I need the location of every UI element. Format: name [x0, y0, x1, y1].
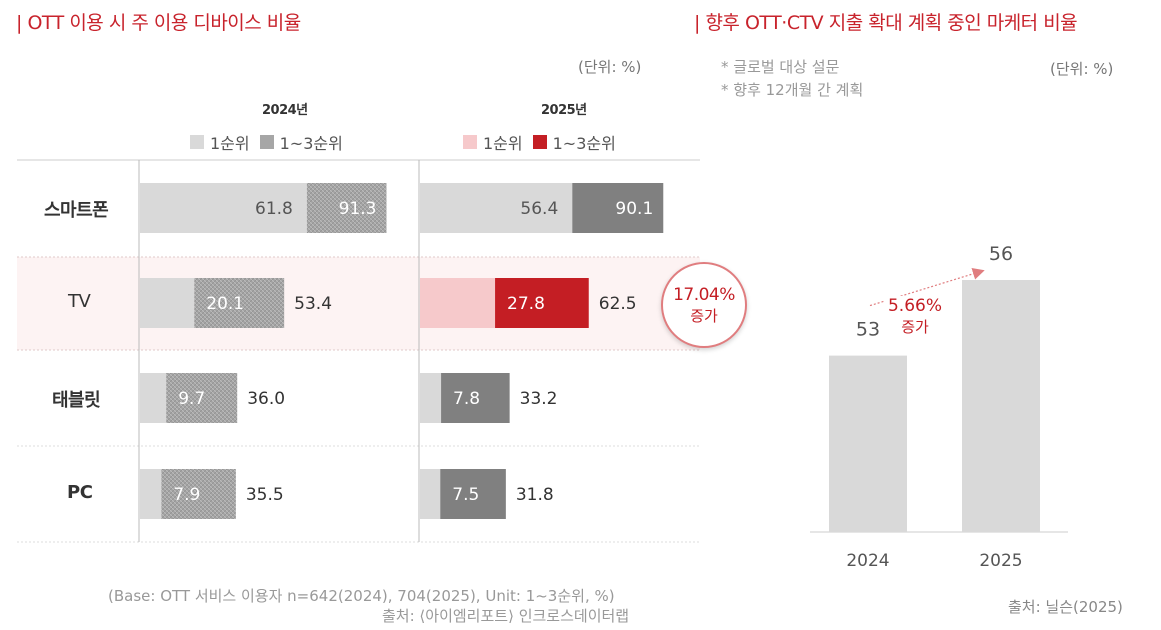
bar-2024년-rank1-스마트폰	[140, 183, 307, 233]
data-label-rank13: 36.0	[247, 389, 285, 409]
category-label-tv: TV	[68, 291, 91, 312]
left-unit-label: (단위: %)	[578, 58, 642, 76]
category-label-smartphone: 스마트폰	[44, 200, 109, 221]
legend-swatch-2025-rank13	[532, 135, 547, 149]
data-label-rank13: 91.3	[339, 199, 377, 219]
bar-2024년-rank1-PC	[140, 469, 162, 519]
legend-swatch-2024-rank1	[190, 135, 204, 149]
right-bar-chart: 53 2024 56 2025	[810, 243, 1068, 571]
bar-2025년-rank13-PC	[440, 469, 506, 519]
data-label-rank1: 7.5	[452, 485, 479, 505]
bar-2024년-rank13-PC	[161, 469, 236, 519]
growth-annotation: 5.66% 증가	[885, 296, 945, 337]
growth-arrow	[869, 268, 985, 307]
bar-2024년-rank1-태블릿	[140, 373, 167, 423]
left-source: 출처: ⟨아이엠리포트⟩ 인크로스데이터랩	[382, 607, 630, 625]
left-bar-chart: 61.8 91.3 20.1 53.4 9.7 36.0 7.9 35.5 56.4 90.1 27…	[17, 159, 700, 543]
note-global-survey: * 글로벌 대상 설문	[721, 58, 840, 76]
legend-label-2025-rank13: 1~3순위	[552, 134, 616, 153]
bar-2024년-rank13-태블릿	[166, 373, 238, 423]
bar-2024년-rank13-스마트폰	[306, 183, 387, 233]
data-label-rank13: 53.4	[294, 294, 332, 314]
increase-callout: 17.04% 증가	[661, 262, 747, 348]
base-note: (Base: OTT 서비스 이용자 n=642(2024), 704(2025…	[108, 587, 615, 605]
category-label-pc: PC	[67, 482, 93, 503]
data-label-rank13: 33.2	[520, 389, 558, 409]
legend-swatch-2024-rank13	[259, 135, 274, 149]
data-label-rank1: 9.7	[178, 389, 205, 409]
data-label-rank1: 56.4	[520, 199, 558, 219]
bar-2025년-rank13-스마트폰	[572, 183, 664, 233]
bar-2024	[829, 355, 907, 532]
legend-swatch-2025-rank1	[463, 135, 477, 149]
data-label-rank13: 35.5	[246, 485, 284, 505]
legend-label-2024-rank13: 1~3순위	[279, 134, 343, 153]
bar-2025년-rank1-TV	[420, 278, 496, 328]
callout-value: 17.04%	[673, 284, 735, 305]
growth-text: 증가	[901, 318, 929, 336]
bar-2024년-rank1-TV	[140, 278, 195, 328]
legend-label-2025-rank1: 1순위	[483, 134, 523, 153]
data-label-rank1: 20.1	[206, 294, 244, 314]
data-label-rank13: 31.8	[516, 485, 554, 505]
legend-label-2024-rank1: 1순위	[210, 134, 250, 153]
value-label-2025: 56	[989, 243, 1013, 265]
year-2024-header: 2024년	[262, 103, 308, 118]
bar-2025	[962, 280, 1040, 532]
right-bars-group: 53 2024 56 2025	[829, 243, 1040, 571]
bar-2025년-rank1-PC	[420, 469, 441, 519]
bar-2025년-rank13-TV	[495, 278, 589, 328]
data-label-rank1: 61.8	[255, 199, 293, 219]
bar-2024년-rank13-TV	[194, 278, 285, 328]
value-label-2024: 53	[856, 319, 880, 341]
data-label-rank1: 27.8	[507, 294, 545, 314]
legend-2025: 1순위 1~3순위	[463, 130, 616, 154]
category-label-2025: 2025	[979, 551, 1022, 571]
data-label-rank1: 7.8	[453, 389, 480, 409]
callout-text: 증가	[690, 306, 718, 325]
category-label-tablet: 태블릿	[52, 390, 101, 411]
left-bars-group: 61.8 91.3 20.1 53.4 9.7 36.0 7.9 35.5 56.4 90.1 27…	[140, 183, 664, 519]
right-chart-title: | 향후 OTT·CTV 지출 확대 계획 중인 마케터 비율	[694, 12, 1078, 34]
right-unit-label: (단위: %)	[1050, 60, 1114, 78]
left-chart-title: | OTT 이용 시 주 이용 디바이스 비율	[16, 12, 301, 34]
growth-value: 5.66%	[887, 296, 942, 316]
bar-2025년-rank1-스마트폰	[420, 183, 573, 233]
category-label-2024: 2024	[846, 551, 889, 571]
highlight-row-tv	[17, 257, 700, 350]
year-2025-header: 2025년	[541, 103, 587, 118]
bar-2025년-rank1-태블릿	[420, 373, 442, 423]
data-label-rank13: 90.1	[615, 199, 653, 219]
right-source: 출처: 닐슨(2025)	[1008, 598, 1123, 616]
data-label-rank1: 7.9	[173, 485, 200, 505]
legend-2024: 1순위 1~3순위	[190, 130, 343, 154]
note-12-months: * 향후 12개월 간 계획	[721, 81, 864, 99]
data-label-rank13: 62.5	[599, 294, 637, 314]
bar-2025년-rank13-태블릿	[441, 373, 510, 423]
